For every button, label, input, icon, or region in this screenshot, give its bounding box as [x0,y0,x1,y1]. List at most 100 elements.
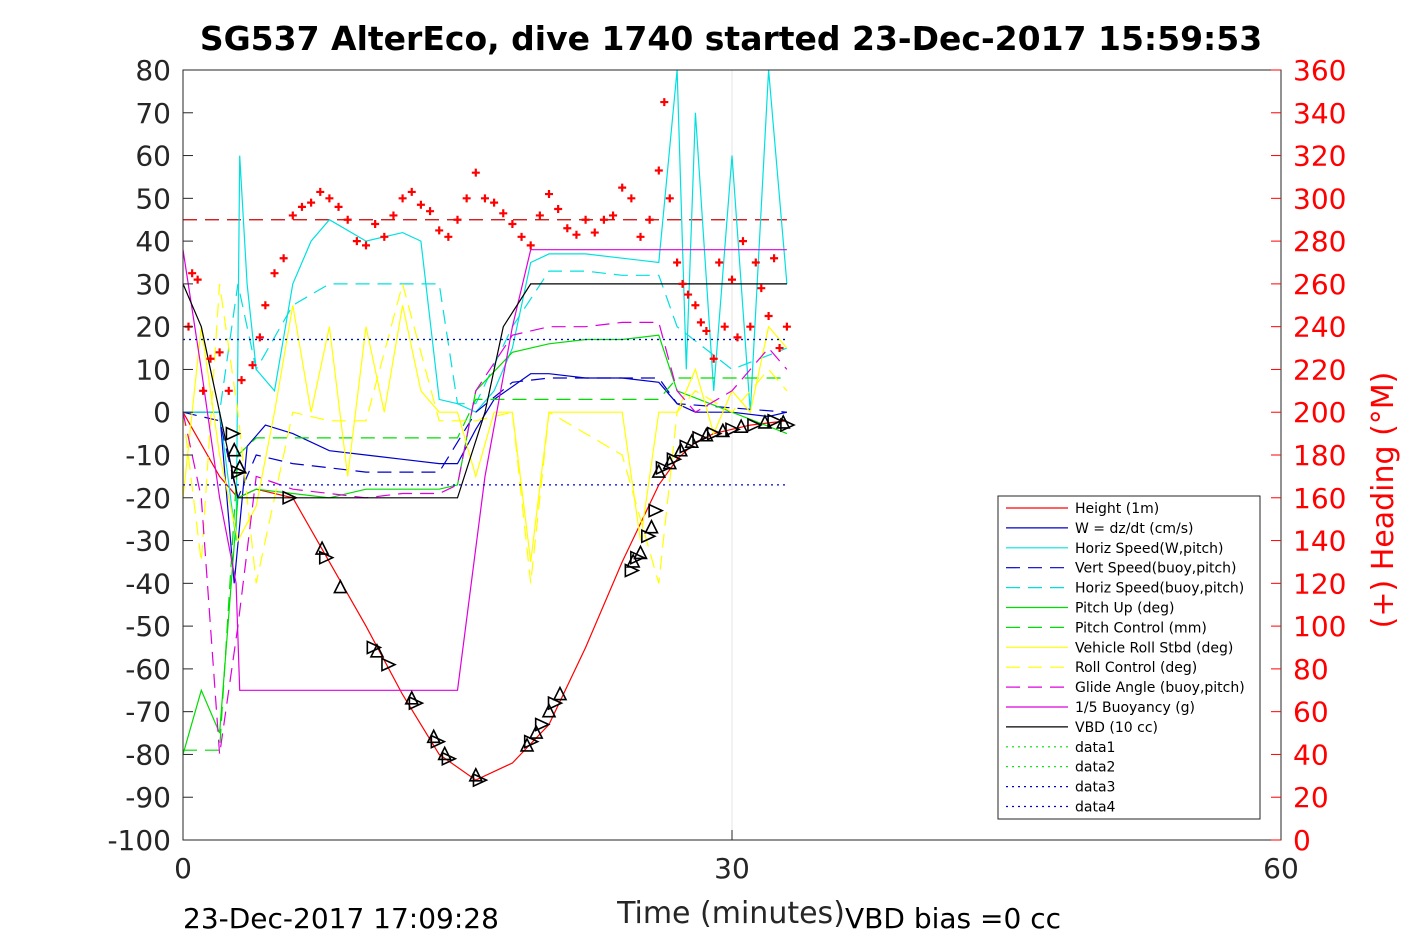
y-axis-label-right: (+) Heading (°M) [1366,372,1401,629]
legend: Height (1m) W = dz/dt (cm/s) Horiz Speed(W… [997,495,1261,820]
heading-point [199,386,208,395]
footer-timestamp: 23-Dec-2017 17:09:28 [183,902,499,935]
heading-point [757,284,766,293]
y-tick-label: 50 [135,182,171,215]
y-tick-label: 70 [135,97,171,130]
heading-point [618,183,627,192]
x-tick-label: 30 [714,852,750,885]
depth-marker [314,540,330,555]
heading-point [627,194,636,203]
heading-point [535,211,544,220]
heading-points [184,98,791,395]
y-tick-label: 20 [135,311,171,344]
heading-point [334,202,343,211]
y-tick-label-right: 20 [1293,781,1329,814]
heading-point [307,198,316,207]
legend-label: data4 [1075,800,1116,816]
legend-label: Horiz Speed(W,pitch) [1075,541,1223,557]
legend-label: data3 [1075,780,1115,796]
heading-point [764,311,773,320]
heading-point [193,275,202,284]
heading-point [380,232,389,241]
heading-point [188,269,197,278]
y-tick-label: -50 [125,610,171,643]
series-pitch-control-mm [183,377,787,751]
heading-point [426,207,435,216]
depth-marker [318,550,335,565]
y-tick-label: 60 [135,140,171,173]
heading-point [665,194,674,203]
heading-point [733,333,742,342]
heading-point [224,386,233,395]
y-tick-label: 40 [135,225,171,258]
heading-point [554,205,563,214]
legend-label: Pitch Up (deg) [1075,601,1174,617]
depth-marker [648,503,665,518]
legend-label: Height (1m) [1075,501,1159,517]
legend-label: Vert Speed(buoy,pitch) [1075,561,1237,577]
heading-point [316,187,325,196]
depth-marker [225,426,242,441]
heading-point [770,254,779,263]
y-tick-label: -10 [125,439,171,472]
depth-marker [333,578,348,594]
y-tick-label: 10 [135,353,171,386]
heading-point [435,226,444,235]
series-vert-speed-buoy-pitch [182,377,787,500]
depth-marker [282,490,299,506]
y-tick-label: 30 [135,268,171,301]
heading-point [389,211,398,220]
y-tick-label: -20 [125,482,171,515]
depth-marker [528,724,544,739]
heading-point [279,254,288,263]
depth-marker [633,544,648,560]
heading-point [255,333,264,342]
heading-point [371,220,380,228]
y-tick-label-right: 40 [1293,738,1329,771]
legend-label: Vehicle Roll Stbd (deg) [1075,640,1233,656]
heading-point [599,215,608,224]
heading-point [444,232,453,241]
y-tick-label-right: 260 [1293,268,1346,301]
y-tick-label: -30 [125,525,171,558]
heading-point [398,194,407,203]
heading-point [215,348,224,357]
legend-label: Glide Angle (buoy,pitch) [1075,680,1245,696]
y-tick-label-right: 100 [1293,610,1346,643]
x-tick-label: 60 [1263,852,1299,885]
y-tick-label-right: 340 [1293,97,1346,130]
heading-point [416,200,425,209]
heading-point [526,241,535,250]
y-tick-label-right: 160 [1293,482,1346,515]
depth-marker [381,657,397,672]
heading-point [691,301,700,310]
heading-point [609,211,618,220]
series-vehicle-roll-stbd-deg [182,305,788,562]
heading-point [581,215,590,224]
heading-point [237,376,246,385]
heading-point [270,269,279,278]
heading-point [297,202,306,211]
heading-point [490,198,499,207]
heading-point [572,230,581,239]
heading-point [462,194,471,203]
heading-point [471,168,480,177]
heading-point [715,258,724,267]
heading-point [751,258,760,267]
y-tick-label: -90 [125,781,171,814]
heading-point [248,361,257,370]
series-pitch-up-deg [182,334,788,755]
series-1-5-buoyancy-g [182,249,787,691]
legend-label: Horiz Speed(buoy,pitch) [1075,581,1244,597]
y-tick-label-right: 300 [1293,182,1346,215]
y-tick-label-right: 0 [1293,824,1311,857]
y-tick-label: 80 [135,54,171,87]
legend-label: Roll Control (deg) [1075,660,1197,676]
depth-marker [706,426,723,441]
heading-point [738,237,747,246]
heading-point [288,211,297,220]
y-tick-label-right: 320 [1293,140,1346,173]
depth-marker [441,751,458,766]
depth-marker [408,695,425,711]
depth-marker [644,518,659,534]
